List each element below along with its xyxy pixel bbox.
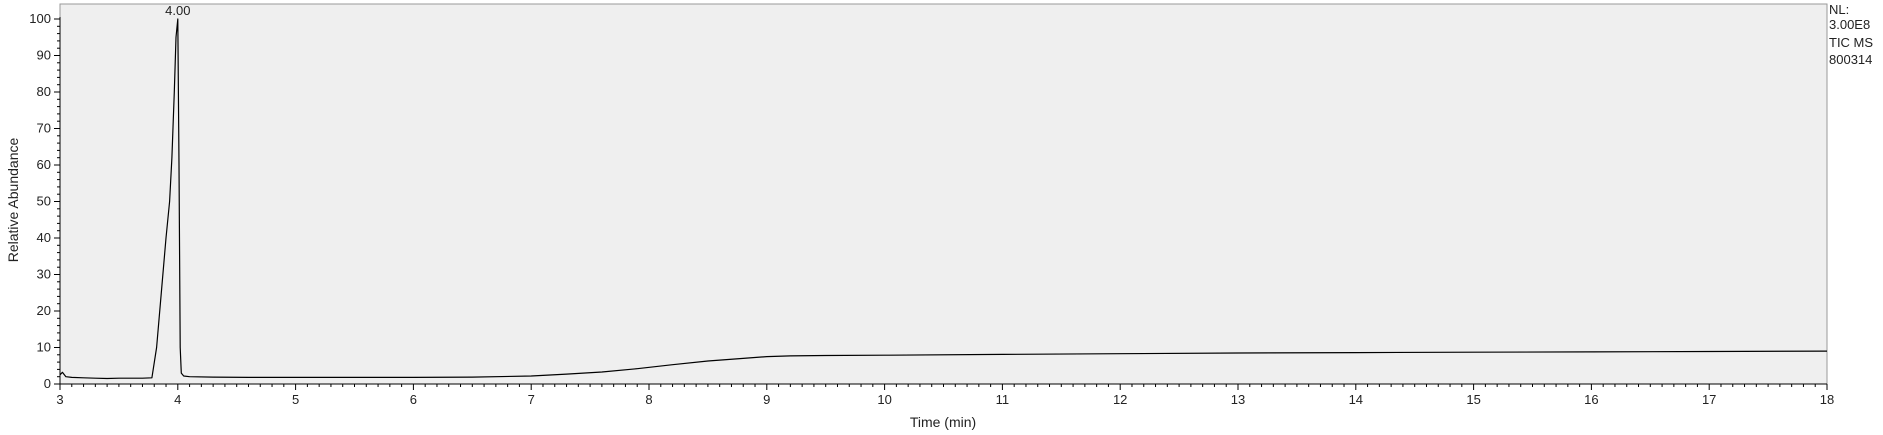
tic-trace-line <box>59 18 1828 380</box>
x-tick-label: 12 <box>1113 392 1127 407</box>
x-tick-label: 5 <box>292 392 299 407</box>
x-tick-label: 10 <box>877 392 891 407</box>
y-tick-label: 10 <box>37 340 51 355</box>
x-axis: 3 4 5 6 7 8 9 10 11 12 13 14 15 16 17 18 <box>56 383 1834 407</box>
y-tick-label: 90 <box>37 48 51 63</box>
x-tick-label: 18 <box>1820 392 1834 407</box>
annotation-layer: 4.00 <box>165 3 190 18</box>
plot-area <box>59 3 1828 385</box>
x-tick-label: 11 <box>996 392 1010 407</box>
x-tick-label: 7 <box>528 392 535 407</box>
x-tick-label: 8 <box>645 392 652 407</box>
x-tick-label: 3 <box>56 392 63 407</box>
y-tick-label: 50 <box>37 194 51 209</box>
y-axis-title: Relative Abundance <box>5 138 21 263</box>
nl-label: NL: <box>1829 2 1850 17</box>
y-tick-label: 70 <box>37 121 51 136</box>
x-tick-label: 4 <box>174 392 181 407</box>
sample-id: 800314 <box>1829 52 1873 67</box>
x-tick-label: 17 <box>1702 392 1716 407</box>
scan-filter-label: TIC MS <box>1829 35 1874 50</box>
y-tick-label: 20 <box>37 303 51 318</box>
x-tick-label: 9 <box>763 392 770 407</box>
y-tick-label: 30 <box>37 267 51 282</box>
x-tick-label: 6 <box>410 392 417 407</box>
y-tick-label: 80 <box>37 84 51 99</box>
y-tick-label: 100 <box>29 11 51 26</box>
peak-label: 4.00 <box>165 3 190 18</box>
x-tick-label: 14 <box>1349 392 1363 407</box>
nl-value: 3.00E8 <box>1829 17 1871 32</box>
y-tick-label: 0 <box>44 376 51 391</box>
y-tick-label: 60 <box>37 157 51 172</box>
series-layer <box>59 18 1828 380</box>
x-tick-label: 16 <box>1584 392 1598 407</box>
x-axis-title: Time (min) <box>910 414 976 430</box>
x-tick-label: 13 <box>1231 392 1245 407</box>
x-tick-label: 15 <box>1466 392 1480 407</box>
y-axis: 0 10 20 30 40 50 60 70 80 90 100 <box>29 11 61 391</box>
y-tick-label: 40 <box>37 230 51 245</box>
